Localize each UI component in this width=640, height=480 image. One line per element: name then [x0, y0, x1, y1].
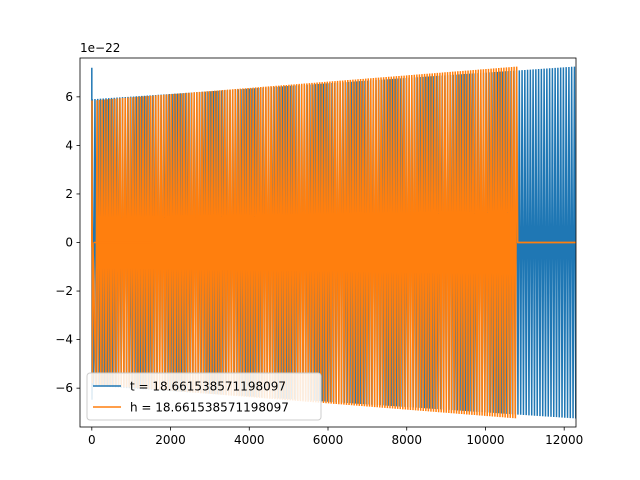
x-tick-label: 6000	[313, 433, 344, 447]
y-offset-text: 1e−22	[80, 41, 120, 55]
legend-label-t: t = 18.661538571198097	[130, 380, 286, 394]
legend: t = 18.661538571198097 h = 18.6615385711…	[86, 372, 322, 421]
y-tick-label: −4	[55, 333, 73, 347]
x-tick-label: 4000	[234, 433, 265, 447]
legend-box	[86, 372, 322, 421]
y-tick-label: −2	[55, 284, 73, 298]
y-tick-label: 2	[65, 187, 73, 201]
y-tick-label: −6	[55, 381, 73, 395]
y-tick-label: 6	[65, 90, 73, 104]
x-tick-label: 10000	[466, 433, 504, 447]
x-tick-label: 0	[88, 433, 96, 447]
x-tick-label: 2000	[155, 433, 186, 447]
x-tick-label: 8000	[391, 433, 422, 447]
series-line-h	[91, 66, 576, 419]
y-tick-label: 4	[65, 138, 73, 152]
x-axis: 0 2000 4000 6000 8000 10000 12000	[88, 427, 583, 447]
plot-area	[91, 66, 576, 419]
x-tick-label: 12000	[545, 433, 583, 447]
legend-label-h: h = 18.661538571198097	[130, 401, 289, 415]
y-tick-label: 0	[65, 236, 73, 250]
y-axis: −6 −4 −2 0 2 4 6	[55, 90, 80, 395]
